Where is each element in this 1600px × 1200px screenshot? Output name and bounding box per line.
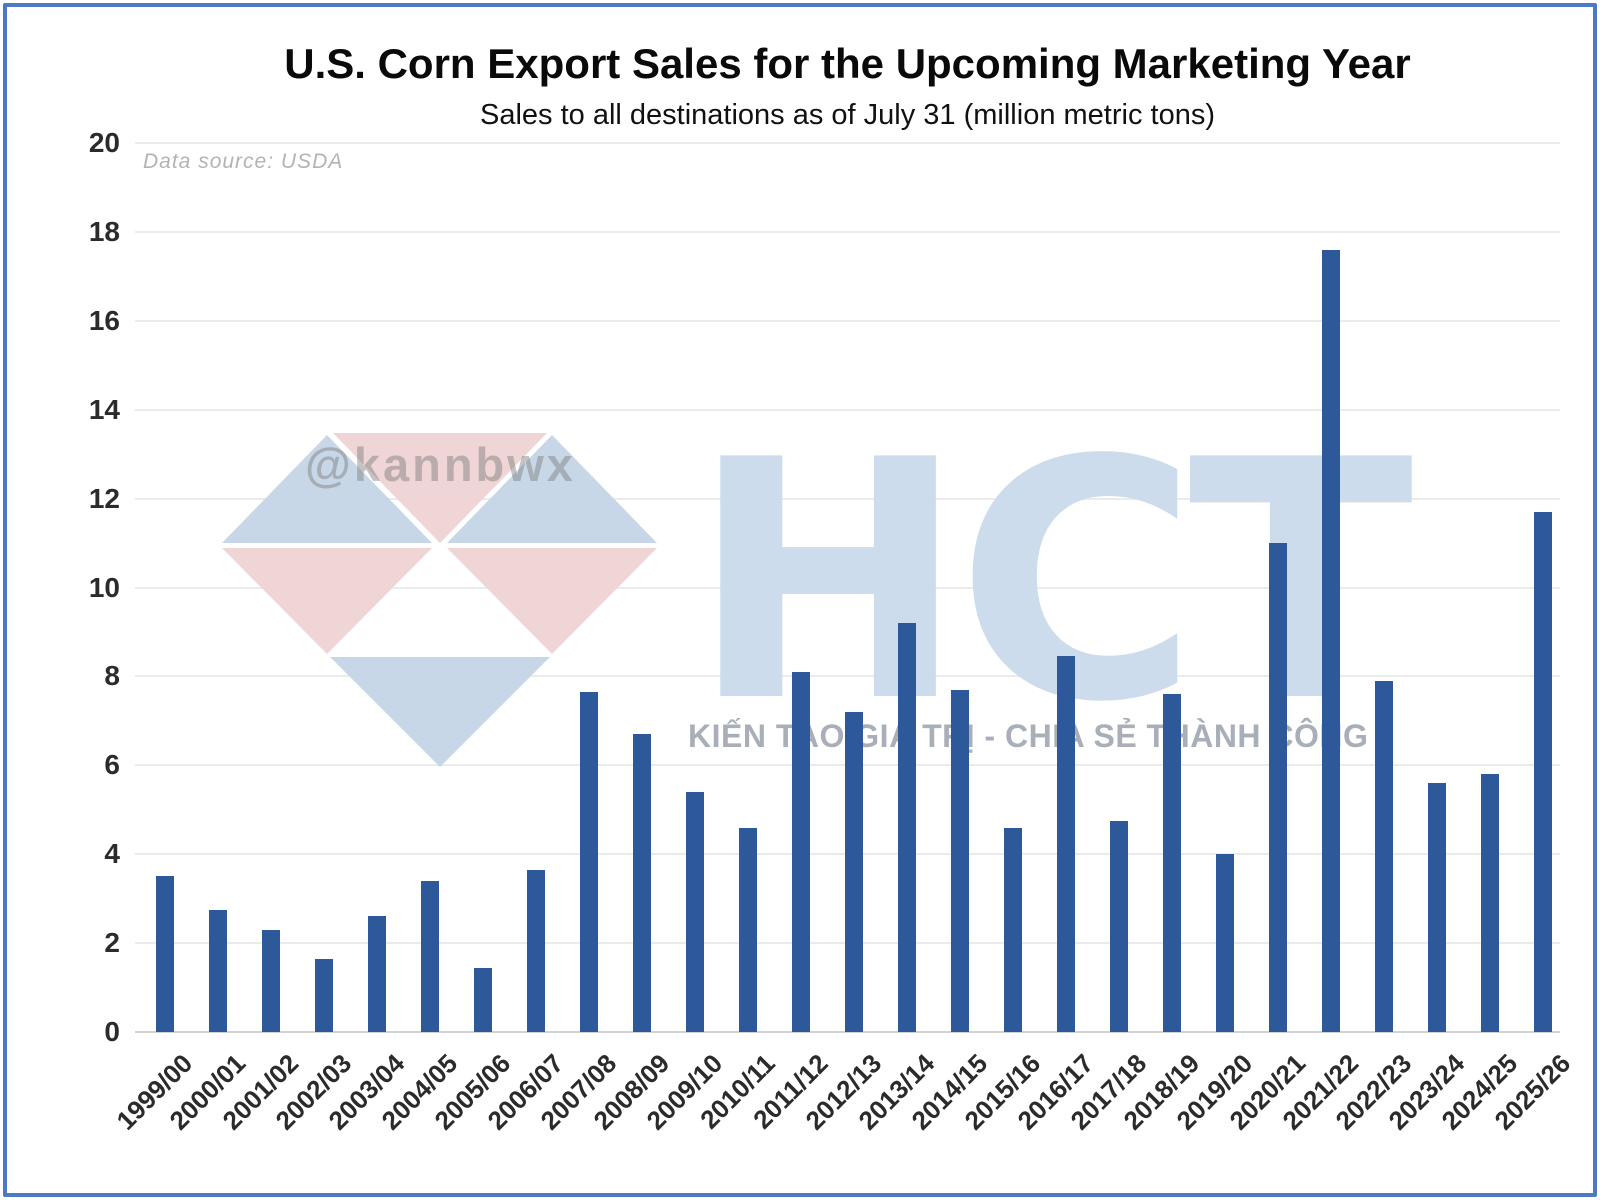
- chart-title: U.S. Corn Export Sales for the Upcoming …: [284, 40, 1411, 87]
- y-tick-20: 20: [88, 127, 120, 158]
- watermark-slogan: KIẾN TẠO GIÁ TRỊ - CHIA SẺ THÀNH CÔNG: [688, 718, 1369, 754]
- bar-2011/12: [792, 671, 810, 1032]
- bar-2007/08: [580, 691, 598, 1032]
- bar-2009/10: [686, 791, 704, 1032]
- bar-2010/11: [739, 827, 757, 1032]
- bar-2006/07: [527, 869, 545, 1032]
- bar-2025/26: [1534, 511, 1552, 1032]
- bar-2014/15: [951, 689, 969, 1032]
- bar-2013/14: [898, 623, 916, 1032]
- y-tick-0: 0: [104, 1016, 120, 1047]
- gridline-14: [135, 408, 1560, 411]
- bar-2012/13: [845, 711, 863, 1032]
- bar-2024/25: [1481, 774, 1499, 1032]
- bar-1999/00: [156, 876, 174, 1032]
- bar-2020/21: [1269, 543, 1287, 1032]
- gridline-12: [135, 497, 1560, 500]
- bar-2018/19: [1163, 694, 1181, 1032]
- bar-2008/09: [633, 734, 651, 1032]
- gridline-20: [135, 142, 1560, 144]
- y-tick-14: 14: [88, 393, 120, 425]
- data-source-note: Data source: USDA: [143, 150, 344, 173]
- bar-2000/01: [209, 909, 227, 1032]
- gridline-10: [135, 586, 1560, 589]
- y-tick-12: 12: [88, 482, 120, 514]
- bar-2022/23: [1375, 680, 1393, 1032]
- chart-subtitle: Sales to all destinations as of July 31 …: [480, 99, 1215, 131]
- bar-2021/22: [1322, 249, 1340, 1032]
- bar-2004/05: [421, 880, 439, 1032]
- gridline-18: [135, 230, 1560, 233]
- bar-2001/02: [262, 929, 280, 1032]
- y-tick-10: 10: [88, 571, 120, 603]
- y-tick-16: 16: [88, 304, 120, 336]
- bar-2023/24: [1428, 783, 1446, 1032]
- bar-2019/20: [1216, 854, 1234, 1032]
- bar-2015/16: [1004, 827, 1022, 1032]
- y-tick-6: 6: [104, 749, 120, 781]
- bar-2002/03: [315, 958, 333, 1032]
- gridline-16: [135, 319, 1560, 322]
- watermark-handle: @kannbwx: [305, 438, 576, 491]
- y-tick-8: 8: [104, 660, 120, 692]
- y-tick-4: 4: [104, 838, 120, 870]
- y-tick-2: 2: [104, 927, 120, 959]
- gridline-8: [135, 675, 1560, 678]
- bar-2017/18: [1110, 820, 1128, 1032]
- bar-2005/06: [474, 967, 492, 1032]
- gridline-0: [135, 1031, 1560, 1033]
- y-tick-18: 18: [88, 215, 120, 247]
- bar-2003/04: [368, 916, 386, 1032]
- bar-2016/17: [1057, 656, 1075, 1032]
